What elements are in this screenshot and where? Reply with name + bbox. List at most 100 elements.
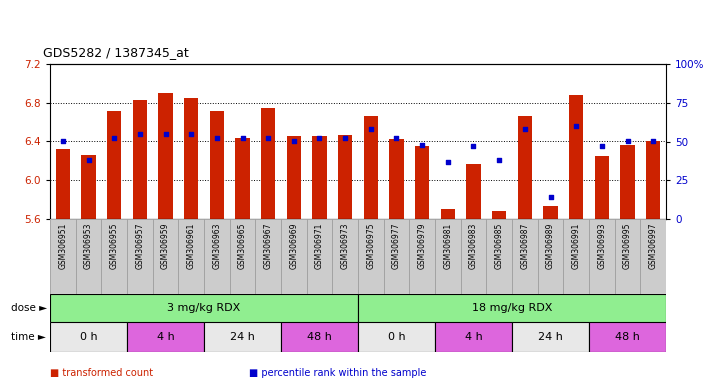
Point <box>134 131 146 137</box>
Point <box>82 157 94 163</box>
Bar <box>589 219 615 294</box>
Bar <box>178 219 204 294</box>
Bar <box>538 219 563 294</box>
Bar <box>358 322 435 352</box>
Bar <box>102 219 127 294</box>
Text: GSM306989: GSM306989 <box>546 223 555 269</box>
Bar <box>358 219 384 294</box>
Bar <box>364 116 378 219</box>
Text: ■ transformed count: ■ transformed count <box>50 368 153 378</box>
Bar <box>595 156 609 219</box>
Text: GSM306997: GSM306997 <box>648 223 658 269</box>
Text: 4 h: 4 h <box>464 332 482 342</box>
Point <box>237 135 248 141</box>
Bar <box>204 219 230 294</box>
Bar <box>50 322 127 352</box>
Bar <box>621 146 634 219</box>
Point <box>570 123 582 129</box>
Text: GSM306951: GSM306951 <box>58 223 68 269</box>
Point <box>262 135 274 141</box>
Text: GSM306977: GSM306977 <box>392 223 401 269</box>
Bar <box>50 219 75 294</box>
Bar <box>338 135 352 219</box>
Bar <box>466 164 481 219</box>
Bar <box>82 155 95 219</box>
Text: GSM306961: GSM306961 <box>187 223 196 269</box>
Text: GSM306955: GSM306955 <box>109 223 119 269</box>
Bar <box>441 209 455 219</box>
Point <box>365 126 377 132</box>
Bar <box>127 219 153 294</box>
Text: GSM306991: GSM306991 <box>572 223 581 269</box>
Bar <box>646 141 661 219</box>
Point <box>57 138 68 144</box>
Bar <box>184 98 198 219</box>
Point <box>391 135 402 141</box>
Bar <box>50 294 358 322</box>
Bar <box>75 219 102 294</box>
Bar <box>641 219 666 294</box>
Bar <box>435 322 512 352</box>
Bar <box>435 219 461 294</box>
Text: GSM306981: GSM306981 <box>444 223 452 269</box>
Bar <box>281 322 358 352</box>
Point <box>211 135 223 141</box>
Bar <box>235 137 250 219</box>
Bar <box>492 211 506 219</box>
Point <box>160 131 171 137</box>
Bar <box>512 322 589 352</box>
Bar <box>332 219 358 294</box>
Bar <box>384 219 410 294</box>
Bar <box>390 139 404 219</box>
Bar <box>589 322 666 352</box>
Bar <box>127 322 204 352</box>
Bar <box>358 294 666 322</box>
Bar <box>569 95 583 219</box>
Text: ■ percentile rank within the sample: ■ percentile rank within the sample <box>249 368 427 378</box>
Text: 18 mg/kg RDX: 18 mg/kg RDX <box>472 303 552 313</box>
Text: 0 h: 0 h <box>387 332 405 342</box>
Text: 48 h: 48 h <box>615 332 640 342</box>
Point <box>648 138 659 144</box>
Point <box>186 131 197 137</box>
Text: 4 h: 4 h <box>156 332 174 342</box>
Text: dose ►: dose ► <box>11 303 47 313</box>
Text: GSM306993: GSM306993 <box>597 223 606 269</box>
Bar <box>255 219 281 294</box>
Bar <box>210 111 224 219</box>
Bar <box>306 219 332 294</box>
Text: GSM306975: GSM306975 <box>366 223 375 269</box>
Text: GSM306987: GSM306987 <box>520 223 529 269</box>
Text: 0 h: 0 h <box>80 332 97 342</box>
Text: GSM306963: GSM306963 <box>213 223 221 269</box>
Text: GSM306957: GSM306957 <box>135 223 144 269</box>
Text: 3 mg/kg RDX: 3 mg/kg RDX <box>167 303 240 313</box>
Bar <box>281 219 306 294</box>
Point <box>493 157 505 163</box>
Bar <box>230 219 255 294</box>
Point <box>109 135 120 141</box>
Point <box>622 138 634 144</box>
Bar <box>415 146 429 219</box>
Text: GSM306965: GSM306965 <box>238 223 247 269</box>
Point <box>288 138 299 144</box>
Bar <box>543 207 557 219</box>
Text: GSM306959: GSM306959 <box>161 223 170 269</box>
Bar <box>107 111 121 219</box>
Text: GSM306979: GSM306979 <box>417 223 427 269</box>
Text: GSM306967: GSM306967 <box>264 223 272 269</box>
Point <box>314 135 325 141</box>
Bar <box>615 219 641 294</box>
Bar <box>55 149 70 219</box>
Point <box>442 159 454 165</box>
Text: GSM306971: GSM306971 <box>315 223 324 269</box>
Point <box>519 126 530 132</box>
Point <box>417 142 428 148</box>
Bar <box>563 219 589 294</box>
Text: GDS5282 / 1387345_at: GDS5282 / 1387345_at <box>43 46 188 59</box>
Bar <box>512 219 538 294</box>
Text: GSM306995: GSM306995 <box>623 223 632 269</box>
Text: GSM306985: GSM306985 <box>495 223 503 269</box>
Bar <box>204 322 281 352</box>
Point <box>545 194 556 200</box>
